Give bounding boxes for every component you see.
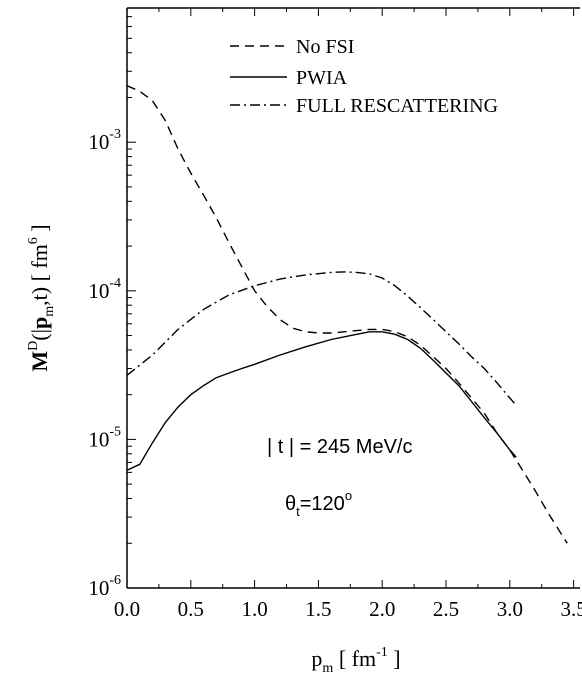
annotations: | t | = 245 MeV/c θt=120o [267, 436, 412, 519]
annotation-momentum-transfer: | t | = 245 MeV/c [267, 436, 412, 458]
y-tick-label: 10-6 [88, 573, 121, 600]
x-tick-label: 2.5 [433, 597, 459, 621]
legend-label: PWIA [296, 67, 348, 89]
legend-label: FULL RESCATTERING [296, 95, 498, 117]
legend-label: No FSI [296, 36, 354, 58]
annotation-theta: θt=120o [285, 488, 352, 519]
legend: No FSI PWIA FULL RESCATTERING [230, 36, 498, 117]
x-tick-label: 1.0 [241, 597, 267, 621]
x-tick-label: 3.0 [497, 597, 523, 621]
series-lines [126, 85, 568, 544]
x-tick-label: 0.5 [178, 597, 204, 621]
y-tick-label: 10-3 [88, 127, 121, 154]
x-tick-label: 2.0 [369, 597, 395, 621]
axis-labels: pm [ fm-1 ] MD(|pm,t) [ fm6 ] [26, 224, 401, 676]
x-axis-label: pm [ fm-1 ] [311, 645, 400, 676]
series-line-pwia [126, 331, 517, 471]
series-line-no-fsi [126, 85, 568, 544]
x-tick-label: 3.5 [560, 597, 582, 621]
y-tick-label: 10-5 [88, 424, 121, 451]
x-tick-label: 0.0 [114, 597, 140, 621]
plot-axes: 0.0 0.5 1.0 1.5 2.0 2.5 3.0 3.5 10-6 10-5 10-4 10-3 [88, 7, 582, 621]
y-tick-label: 10-4 [88, 276, 121, 303]
x-tick-label: 1.5 [305, 597, 331, 621]
series-line-full-rescattering [126, 271, 517, 406]
y-axis-label: MD(|pm,t) [ fm6 ] [26, 224, 57, 371]
